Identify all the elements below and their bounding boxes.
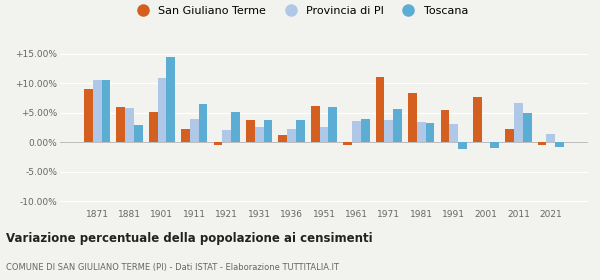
Bar [458, 142, 467, 149]
Bar [101, 80, 110, 142]
Legend: San Giuliano Terme, Provincia di PI, Toscana: San Giuliano Terme, Provincia di PI, Tos… [131, 6, 469, 16]
Bar [449, 124, 458, 142]
Bar [214, 142, 223, 144]
Bar [320, 127, 328, 142]
Bar [181, 129, 190, 142]
Bar [490, 142, 499, 148]
Bar [190, 119, 199, 142]
Bar [408, 93, 417, 142]
Bar [134, 125, 143, 142]
Bar [231, 111, 240, 142]
Bar [116, 107, 125, 142]
Bar [158, 78, 166, 142]
Bar [166, 57, 175, 142]
Bar [473, 97, 482, 142]
Bar [555, 142, 564, 147]
Bar [440, 110, 449, 142]
Bar [93, 80, 101, 142]
Bar [523, 113, 532, 142]
Bar [505, 129, 514, 142]
Bar [547, 134, 555, 142]
Text: Variazione percentuale della popolazione ai censimenti: Variazione percentuale della popolazione… [6, 232, 373, 245]
Bar [393, 109, 402, 142]
Bar [84, 89, 93, 142]
Bar [538, 142, 547, 145]
Bar [223, 130, 231, 142]
Bar [352, 121, 361, 142]
Bar [385, 120, 393, 142]
Bar [296, 120, 305, 142]
Bar [278, 135, 287, 142]
Bar [149, 111, 158, 142]
Bar [199, 104, 208, 142]
Bar [311, 106, 320, 142]
Bar [125, 108, 134, 142]
Bar [376, 77, 385, 142]
Text: COMUNE DI SAN GIULIANO TERME (PI) - Dati ISTAT - Elaborazione TUTTITALIA.IT: COMUNE DI SAN GIULIANO TERME (PI) - Dati… [6, 263, 339, 272]
Bar [328, 107, 337, 142]
Bar [287, 129, 296, 142]
Bar [514, 103, 523, 142]
Bar [417, 122, 425, 142]
Bar [343, 142, 352, 145]
Bar [361, 119, 370, 142]
Bar [255, 127, 263, 142]
Bar [246, 120, 255, 142]
Bar [263, 120, 272, 142]
Bar [425, 123, 434, 142]
